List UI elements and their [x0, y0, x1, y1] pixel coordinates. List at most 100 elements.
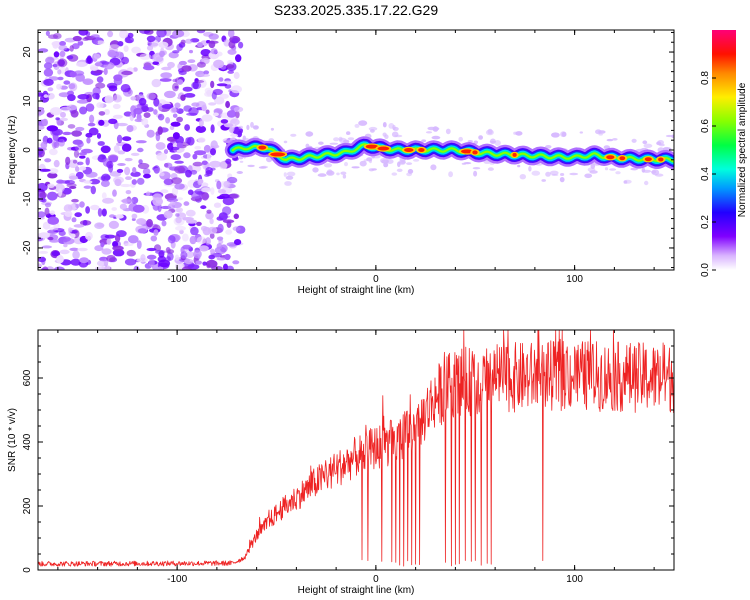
noise-blob [106, 238, 112, 245]
noise-blob [158, 103, 163, 111]
noise-blob [115, 51, 124, 59]
noise-blob [72, 43, 80, 50]
signal-hotspot [472, 150, 478, 155]
noise-blob [194, 145, 202, 150]
colorbar-axis: 0.0 0.2 0.4 0.6 0.8 [700, 71, 716, 277]
noise-blob [77, 161, 84, 166]
noise-blob [159, 172, 165, 177]
signal-hotspot [404, 148, 414, 152]
noise-blob [223, 39, 230, 47]
noise-blob [190, 169, 198, 175]
noise-blob [208, 40, 216, 49]
signal-track-band [231, 143, 674, 163]
noise-blob [63, 204, 73, 213]
noise-blob [116, 230, 127, 238]
noise-blob [96, 102, 104, 109]
noise-blob [39, 192, 47, 199]
track-halo-blob [643, 143, 653, 148]
noise-blob [210, 124, 215, 134]
noise-blob [121, 56, 130, 65]
noise-blob [157, 126, 163, 135]
signal-hotspot [365, 144, 378, 149]
noise-blob [170, 121, 181, 127]
chart-title: S233.2025.335.17.22.G29 [274, 2, 438, 18]
noise-blob [146, 35, 156, 42]
noise-blob [69, 71, 77, 78]
noise-blob [217, 189, 227, 194]
noise-blob [177, 197, 183, 201]
signal-hotspot [270, 152, 286, 157]
noise-blob [163, 210, 173, 219]
noise-blob [187, 59, 196, 63]
noise-blob [161, 104, 174, 109]
track-halo-blob [369, 159, 372, 164]
track-halo-blob [609, 168, 617, 171]
noise-blob [197, 179, 203, 186]
noise-blob [152, 197, 164, 206]
noise-blob [167, 61, 175, 69]
noise-blob [201, 187, 212, 193]
noise-blob [112, 114, 123, 119]
noise-blob [51, 250, 60, 257]
noise-blob [93, 40, 98, 45]
top-x-axis: -100 0 100 [57, 30, 655, 285]
track-halo-blob [463, 162, 472, 165]
noise-blob [112, 189, 117, 197]
noise-blob [138, 97, 147, 106]
noise-blob [47, 191, 58, 201]
noise-blob [130, 171, 141, 177]
track-halo-blob [458, 136, 464, 142]
track-halo-blob [396, 168, 403, 172]
noise-blob [87, 122, 96, 127]
noise-blob [223, 180, 231, 188]
track-halo-blob [305, 131, 314, 137]
noise-blob [71, 130, 82, 137]
noise-blob [226, 64, 235, 69]
track-halo-blob [270, 127, 274, 131]
noise-blob [117, 41, 124, 47]
snr-panel: -100 0 100 0 200 400 600 Height of straight l… [7, 329, 675, 596]
noise-blob [133, 67, 138, 72]
noise-blob [44, 158, 52, 163]
track-halo-blob [413, 159, 420, 162]
noise-blob [122, 136, 132, 142]
noise-blob [176, 207, 183, 213]
noise-blob [216, 83, 228, 87]
noise-blob [38, 125, 45, 130]
noise-blob [68, 227, 73, 233]
track-halo-blob [340, 171, 347, 175]
noise-blob [172, 132, 180, 140]
noise-blob [210, 48, 218, 55]
noise-blob [85, 56, 94, 65]
noise-blob [198, 73, 210, 77]
top-x-tick-label: -100 [167, 274, 187, 285]
noise-blob [47, 87, 54, 92]
noise-blob [165, 117, 171, 124]
noise-blob [104, 95, 114, 104]
noise-blob [113, 74, 123, 81]
noise-blob [195, 80, 205, 83]
track-halo-blob [445, 128, 451, 135]
noise-blob [116, 168, 124, 173]
noise-blob [137, 147, 144, 153]
track-halo-blob [342, 174, 347, 179]
noise-blob [225, 158, 232, 164]
noise-blob [126, 125, 134, 133]
noise-blob [172, 50, 180, 54]
track-halo-blob [318, 141, 324, 145]
track-halo-blob [489, 140, 496, 143]
noise-blob [167, 235, 176, 244]
noise-blob [234, 239, 242, 246]
noise-blob [68, 83, 76, 90]
noise-blob [69, 247, 79, 251]
noise-blob [157, 113, 165, 121]
signal-hotspot [418, 148, 425, 152]
track-halo-blob [406, 162, 413, 166]
noise-blob [79, 257, 89, 264]
track-halo-blob [347, 137, 355, 141]
noise-blob [72, 159, 78, 164]
noise-blob [204, 87, 213, 94]
noise-blob [43, 78, 54, 86]
track-halo-blob [430, 164, 437, 171]
noise-blob [153, 229, 159, 236]
